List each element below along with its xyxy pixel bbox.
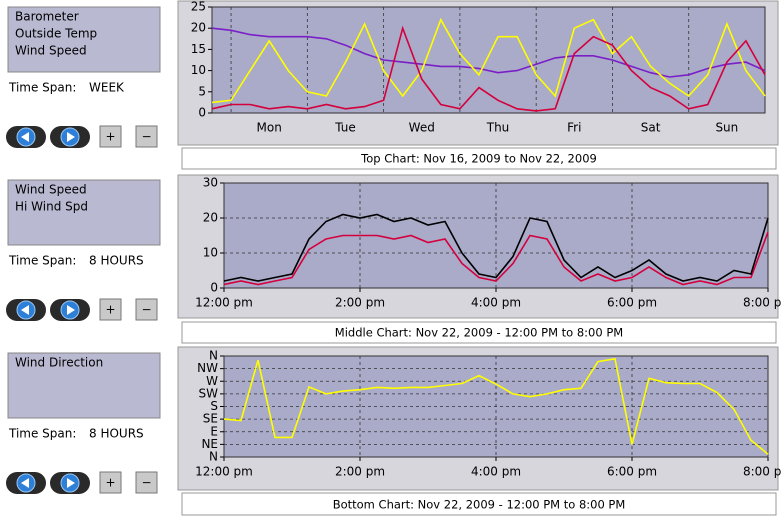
caption-box xyxy=(181,492,777,516)
caption-box xyxy=(181,147,777,170)
series-line xyxy=(223,357,769,455)
series-list-item: Barometer xyxy=(15,10,79,24)
zoom-in-button-label[interactable]: + xyxy=(105,303,115,317)
series-line xyxy=(211,17,766,104)
x-tick-label: 8:00 pm xyxy=(743,296,782,310)
y-tick-label: 20 xyxy=(203,211,218,225)
y-tick-label: W xyxy=(206,374,218,388)
zoom-out-button[interactable] xyxy=(135,298,158,321)
y-tick-label: S xyxy=(210,399,218,413)
chart-caption: Top Chart: Nov 16, 2009 to Nov 22, 2009 xyxy=(360,152,597,166)
y-tick-label: SW xyxy=(199,386,219,400)
zoom-out-button-label[interactable]: − xyxy=(141,476,151,490)
y-tick-label: 15 xyxy=(191,42,206,56)
time-span-value: 8 HOURS xyxy=(89,254,144,268)
x-tick-label: 8:00 pm xyxy=(743,465,782,479)
chart-caption: Bottom Chart: Nov 22, 2009 - 12:00 PM to… xyxy=(333,498,626,512)
button-arrow[interactable] xyxy=(21,305,29,315)
x-tick-label: Mon xyxy=(257,121,282,135)
x-tick-label: 6:00 pm xyxy=(607,465,657,479)
forward-button[interactable] xyxy=(50,472,90,494)
forward-button[interactable] xyxy=(50,299,90,321)
time-span-label: Time Span: xyxy=(8,254,76,268)
time-span-label: Time Span: xyxy=(8,427,76,441)
x-tick-label: 2:00 pm xyxy=(335,296,385,310)
series-list-item: Wind Speed xyxy=(15,44,87,58)
x-tick-label: Wed xyxy=(409,121,435,135)
y-tick-label: 5 xyxy=(198,84,206,98)
x-tick-label: Thu xyxy=(486,121,510,135)
y-tick-label: 20 xyxy=(191,21,206,35)
series-list xyxy=(7,352,161,419)
button-arrow[interactable] xyxy=(21,478,29,488)
back-button[interactable] xyxy=(6,472,46,494)
y-tick-label: 30 xyxy=(203,176,218,190)
chart-caption: Middle Chart: Nov 22, 2009 - 12:00 PM to… xyxy=(335,326,623,340)
series-list-item: Hi Wind Spd xyxy=(15,200,88,214)
back-button[interactable] xyxy=(6,126,46,148)
y-tick-label: 25 xyxy=(191,0,206,14)
y-tick-label: 0 xyxy=(198,106,206,120)
y-tick-label: N xyxy=(209,349,218,363)
series-line xyxy=(223,231,769,286)
button-arrow[interactable] xyxy=(67,478,75,488)
zoom-in-button-label[interactable]: + xyxy=(105,476,115,490)
time-span-value: WEEK xyxy=(89,81,125,95)
y-tick-label: NW xyxy=(197,361,218,375)
series-list-item: Wind Speed xyxy=(15,183,87,197)
x-tick-label: 4:00 pm xyxy=(471,296,521,310)
back-button[interactable] xyxy=(6,299,46,321)
series-line xyxy=(211,27,766,78)
y-tick-label: N xyxy=(209,450,218,464)
x-tick-label: 12:00 pm xyxy=(195,296,253,310)
plot-area xyxy=(223,182,769,289)
series-list-item: Wind Direction xyxy=(15,356,103,370)
y-tick-label: 10 xyxy=(203,246,218,260)
zoom-in-button[interactable] xyxy=(99,471,122,494)
button-arrow[interactable] xyxy=(67,132,75,142)
zoom-out-button-label[interactable]: − xyxy=(141,303,151,317)
forward-button[interactable] xyxy=(50,126,90,148)
series-list xyxy=(7,179,161,246)
x-tick-label: 12:00 pm xyxy=(195,465,253,479)
zoom-in-button-label[interactable]: + xyxy=(105,130,115,144)
series-line xyxy=(223,213,769,282)
y-tick-label: 10 xyxy=(191,63,206,77)
zoom-out-button-label[interactable]: − xyxy=(141,130,151,144)
time-span-label: Time Span: xyxy=(8,81,76,95)
series-list-item: Outside Temp xyxy=(15,27,97,41)
button-arrow[interactable] xyxy=(67,305,75,315)
zoom-out-button[interactable] xyxy=(135,125,158,148)
x-tick-label: Sun xyxy=(715,121,738,135)
y-tick-label: 0 xyxy=(210,281,218,295)
zoom-in-button[interactable] xyxy=(99,298,122,321)
x-tick-label: 2:00 pm xyxy=(335,465,385,479)
y-tick-label: NE xyxy=(201,437,218,451)
plot-area xyxy=(211,6,766,114)
x-tick-label: Tue xyxy=(334,121,356,135)
button-arrow[interactable] xyxy=(21,132,29,142)
y-tick-label: E xyxy=(210,424,218,438)
caption-box xyxy=(181,321,777,344)
x-tick-label: Sat xyxy=(641,121,661,135)
x-tick-label: 4:00 pm xyxy=(471,465,521,479)
series-line xyxy=(211,25,766,112)
y-tick-label: SE xyxy=(203,412,218,426)
x-tick-label: 6:00 pm xyxy=(607,296,657,310)
zoom-in-button[interactable] xyxy=(99,125,122,148)
series-list xyxy=(7,6,161,73)
x-tick-label: Fri xyxy=(567,121,581,135)
time-span-value: 8 HOURS xyxy=(89,427,144,441)
zoom-out-button[interactable] xyxy=(135,471,158,494)
